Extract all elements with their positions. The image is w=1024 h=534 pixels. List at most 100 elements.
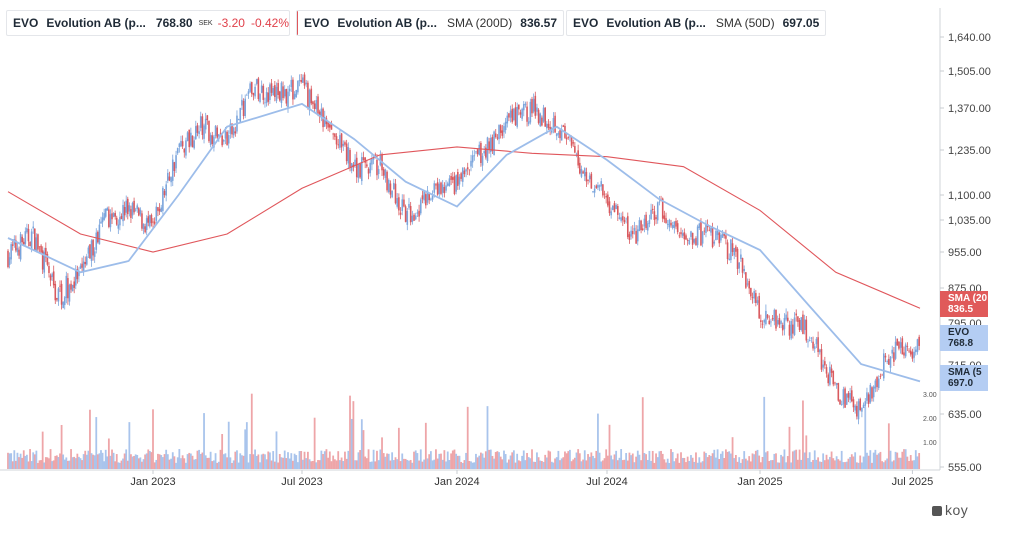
volume-bar — [786, 456, 789, 469]
candle-body — [199, 116, 202, 128]
sma-200-price-tag: SMA (20 836.5 — [940, 291, 988, 317]
candle-body — [355, 157, 358, 178]
candle-body — [693, 238, 696, 243]
volume-bar — [889, 450, 892, 469]
legend-price[interactable]: EVO Evolution AB (p... 768.80 SEK -3.20 … — [6, 10, 290, 36]
candle-body — [750, 287, 752, 297]
volume-bar — [573, 457, 576, 469]
volume-bar — [592, 455, 594, 469]
candle-body — [114, 212, 116, 217]
candle-body — [232, 127, 235, 136]
candle-body — [595, 185, 598, 189]
candle-body — [655, 217, 657, 219]
volume-bar — [254, 449, 256, 469]
volume-bar — [648, 450, 651, 469]
volume-bar — [650, 460, 652, 469]
candle-body — [445, 185, 447, 191]
candle-body — [229, 123, 232, 134]
sma-50-line — [7, 102, 921, 383]
candle-body — [792, 324, 794, 334]
volume-bar — [123, 453, 126, 469]
candle-body — [97, 231, 99, 243]
candle-body — [302, 77, 304, 83]
candle-body — [585, 171, 588, 182]
candle-body — [63, 297, 66, 306]
volume-bar — [364, 456, 367, 469]
volume-bar — [496, 451, 499, 469]
volume-bar — [229, 457, 232, 469]
candle-body — [216, 127, 219, 138]
volume-bar — [721, 451, 724, 469]
volume-bar — [392, 460, 395, 469]
candle-body — [359, 163, 361, 178]
candlesticks — [7, 72, 920, 425]
legend-sma-50[interactable]: EVO Evolution AB (p... SMA (50D) 697.05 — [566, 10, 826, 36]
candle-body — [508, 113, 510, 118]
candle-body — [196, 125, 199, 133]
candle-body — [399, 212, 402, 215]
candle-body — [645, 214, 647, 229]
volume-bar — [529, 458, 532, 469]
candle-body — [234, 131, 237, 134]
candle-body — [231, 123, 233, 135]
candle-body — [713, 241, 716, 244]
candle-body — [678, 235, 681, 237]
volume-bar — [250, 393, 253, 469]
candle-body — [419, 199, 422, 214]
sma-50-price-tag: SMA (5 697.0 — [940, 365, 988, 391]
candle-body — [527, 121, 530, 125]
candle-body — [416, 212, 419, 214]
volume-bar — [564, 451, 566, 469]
volume-bar — [862, 456, 865, 469]
volume-bar — [241, 455, 243, 469]
volume-bar — [236, 450, 238, 469]
candle-body — [27, 228, 30, 242]
candle-body — [728, 258, 731, 261]
volume-bar — [879, 451, 882, 469]
volume-bar — [445, 461, 447, 469]
volume-bar — [605, 449, 608, 469]
volume-bar — [344, 451, 346, 469]
volume-bar — [461, 462, 464, 469]
volume-bar — [128, 422, 131, 469]
volume-bar — [249, 454, 252, 469]
volume-bar — [718, 458, 721, 469]
volume-bar — [419, 449, 422, 469]
volume-bar — [257, 454, 260, 469]
candle-body — [638, 220, 641, 231]
candle-body — [489, 137, 492, 153]
candle-body — [738, 262, 741, 269]
volume-bar — [748, 456, 751, 469]
candle-body — [16, 247, 19, 253]
candle-body — [788, 324, 791, 336]
candle-body — [681, 233, 684, 236]
volume-bar — [201, 452, 204, 469]
volume-bar — [441, 459, 444, 469]
candle-body — [822, 364, 824, 368]
candle-body — [845, 393, 848, 405]
volume-bar — [55, 455, 58, 469]
candle-body — [650, 209, 652, 220]
candle-body — [303, 74, 306, 86]
candle-body — [775, 310, 777, 329]
candle-body — [623, 220, 626, 223]
legend-sma-200[interactable]: EVO Evolution AB (p... SMA (200D) 836.57 — [296, 10, 564, 36]
candle-body — [411, 215, 414, 222]
candle-body — [443, 186, 446, 194]
candle-body — [768, 320, 771, 325]
candle-body — [881, 374, 883, 376]
volume-bar — [170, 458, 173, 469]
volume-bar — [227, 421, 230, 469]
candle-body — [163, 191, 166, 196]
volume-bar — [277, 462, 280, 469]
volume-bar — [552, 462, 555, 469]
volume-bar — [199, 453, 202, 469]
candle-body — [149, 215, 151, 227]
candle-body — [167, 172, 169, 181]
candle-body — [208, 120, 210, 142]
volume-bar — [115, 454, 118, 469]
candle-body — [451, 177, 454, 180]
candle-body — [891, 349, 894, 354]
candle-body — [134, 209, 137, 211]
